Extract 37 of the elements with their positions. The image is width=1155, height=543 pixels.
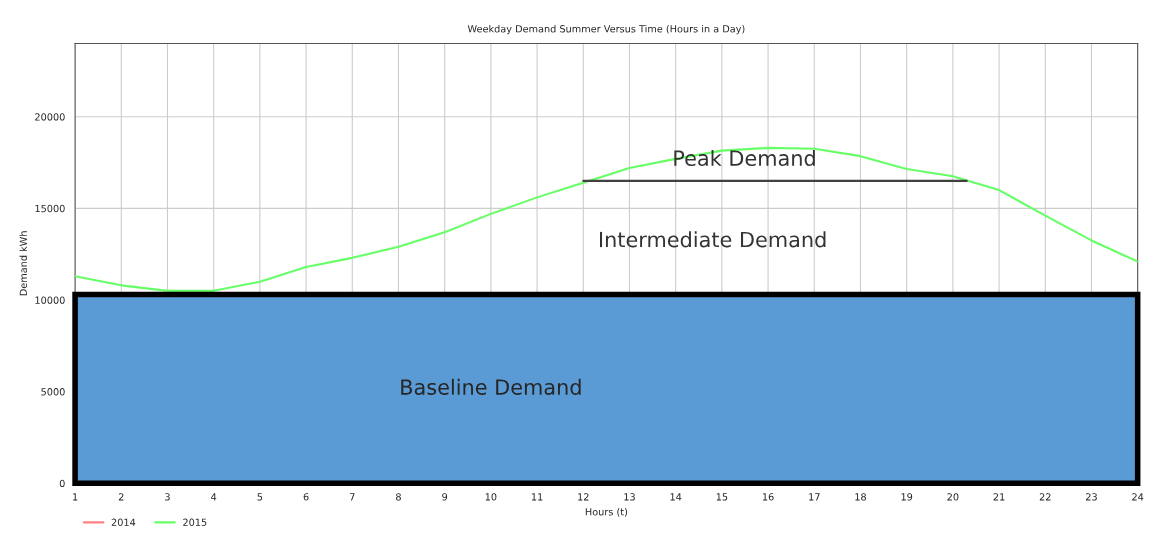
x-tick-label: 22 (1039, 493, 1051, 501)
x-tick-label: 19 (901, 493, 913, 501)
x-tick-label: 16 (762, 493, 774, 501)
y-axis-title: Demand kWh (19, 231, 27, 296)
x-tick-label: 13 (624, 493, 635, 501)
x-tick-label: 17 (809, 493, 820, 501)
x-tick-label: 8 (396, 493, 401, 501)
annotation: Intermediate Demand (599, 231, 826, 248)
x-tick-label: 11 (531, 493, 543, 501)
x-tick-label: 14 (670, 493, 682, 501)
x-tick-label: 20 (947, 493, 959, 501)
x-tick-label: 4 (211, 493, 217, 501)
band-label: Baseline Demand (401, 378, 581, 395)
y-tick-label: 0 (59, 479, 65, 488)
x-tick-label: 7 (349, 493, 355, 501)
y-tick-label: 15000 (35, 204, 65, 213)
x-tick-label: 18 (855, 493, 866, 501)
x-axis-title: Hours (t) (585, 507, 628, 517)
x-tick-label: 23 (1086, 493, 1097, 501)
x-tick-label: 9 (442, 493, 448, 501)
x-tick-label: 15 (716, 493, 728, 501)
x-tick-label: 24 (1132, 493, 1144, 501)
x-tick-label: 10 (485, 493, 497, 501)
chart-title: Weekday Demand Summer Versus Time (Hours in a Day) (467, 24, 745, 35)
line-series (75, 146, 1138, 292)
y-tick-label: 5000 (41, 388, 65, 396)
x-tick-label: 5 (257, 493, 263, 501)
y-tick-label: 10000 (35, 296, 65, 304)
x-tick-label: 3 (165, 493, 170, 501)
x-tick-label: 1 (73, 493, 78, 501)
y-tick-label: 20000 (35, 113, 65, 121)
x-tick-label: 21 (993, 493, 1005, 501)
x-tick-label: 6 (303, 493, 309, 501)
x-tick-label: 2 (118, 493, 124, 501)
legend-label: 2014 (111, 518, 136, 526)
legend-label: 2015 (183, 518, 207, 526)
x-tick-label: 12 (578, 493, 589, 501)
